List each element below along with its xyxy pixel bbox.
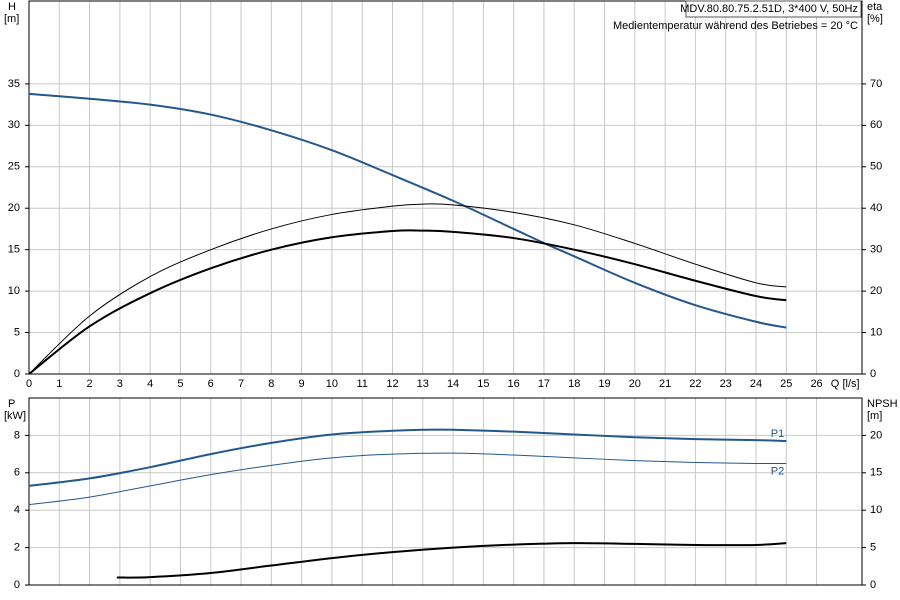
x-tick-label: 24 [750,378,762,390]
x-tick-label: 6 [208,378,214,390]
y-tick-label: 10 [8,285,20,297]
plot-frame [28,0,863,375]
x-tick-label: 11 [356,378,367,390]
note: Medientemperatur während des Betriebes =… [613,20,858,32]
y2-axis-label: NPSH [867,398,898,410]
y-tick-label: 4 [14,504,20,516]
plot-frame [28,397,863,586]
x-tick-label: 8 [268,378,274,390]
x-tick-label: 9 [299,378,305,390]
curve [28,452,787,506]
y-tick-label: 2 [14,542,20,554]
x-tick-label: 21 [659,378,671,390]
y2-tick-label: 0 [870,368,876,380]
y2-tick-label: 70 [870,78,882,90]
header: MDV.80.80.75.2.51D, 3*400 V, 50Hz [680,3,858,15]
y2-tick-label: 20 [870,429,882,441]
x-tick-label: 25 [780,378,792,390]
y-axis-unit: [m] [4,13,19,25]
y2-axis-label: eta [867,1,883,13]
y-tick-label: 30 [8,119,20,131]
y-tick-label: 0 [14,579,20,591]
y-tick-label: 15 [8,244,20,256]
y-axis-label: H [8,1,16,13]
y2-tick-label: 60 [870,119,882,131]
curve [28,428,787,487]
header-box [685,0,862,18]
x-tick-label: 2 [87,378,93,390]
y-axis-label: P [8,398,15,410]
x-tick-label: 12 [386,378,398,390]
x-tick-label: 4 [147,378,153,390]
x-tick-label: 3 [117,378,123,390]
y-tick-label: 5 [14,326,20,338]
y2-tick-label: 15 [870,467,882,479]
x-tick-label: 20 [629,378,641,390]
y2-tick-label: 40 [870,202,882,214]
y2-tick-label: 0 [870,579,876,591]
x-tick-label: 7 [238,378,244,390]
x-tick-label: 14 [447,378,459,390]
x-axis-unit: [l/s] [842,378,859,390]
y-tick-label: 25 [8,161,20,173]
y-tick-label: 6 [14,467,20,479]
curve [28,229,787,375]
y2-tick-label: 10 [870,504,882,516]
x-tick-label: 23 [720,378,732,390]
curve [28,92,787,329]
x-tick-label: 0 [26,378,32,390]
y-tick-label: 0 [14,368,20,380]
x-tick-label: 5 [177,378,183,390]
y2-tick-label: 10 [870,326,882,338]
y2-tick-label: 20 [870,285,882,297]
x-tick-label: 18 [568,378,580,390]
x-tick-label: 16 [508,378,520,390]
x-tick-label: 26 [810,378,822,390]
curve-label: P1 [771,428,784,440]
x-axis-label: Q [831,378,840,390]
y-tick-label: 20 [8,202,20,214]
y2-axis-unit: [%] [867,13,883,25]
x-tick-label: 19 [598,378,610,390]
y-axis-unit: [kW] [4,410,26,422]
x-tick-label: 22 [689,378,701,390]
y2-tick-label: 5 [870,542,876,554]
y2-tick-label: 50 [870,161,882,173]
curve [116,542,787,579]
y2-axis-unit: [m] [867,410,882,422]
x-tick-label: 15 [477,378,489,390]
curve-label: P2 [771,465,784,477]
curve [28,203,787,375]
y-tick-label: 8 [14,429,20,441]
x-tick-label: 10 [326,378,338,390]
y-tick-label: 35 [8,78,20,90]
x-tick-label: 17 [538,378,550,390]
y2-tick-label: 30 [870,244,882,256]
x-tick-label: 13 [417,378,429,390]
x-tick-label: 1 [56,378,62,390]
